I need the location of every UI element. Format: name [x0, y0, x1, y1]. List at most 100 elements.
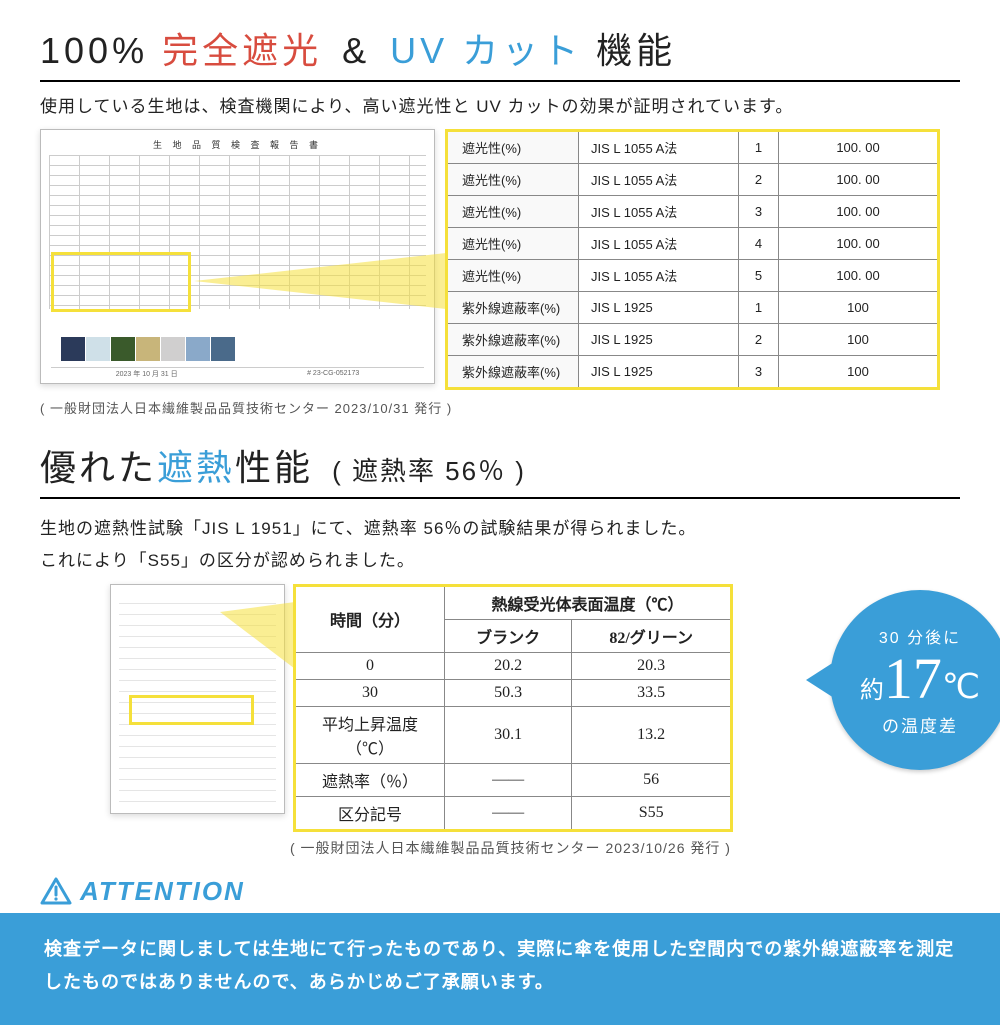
section2-title: 優れた遮熱性能 ( 遮熱率 56％ )	[40, 439, 960, 499]
table-row: 区分記号 —— S55	[295, 796, 732, 830]
test-value: 100. 00	[779, 260, 939, 292]
table-header-row: 時間（分） 熱線受光体表面温度（℃）	[295, 585, 732, 619]
doc-footer-no: # 23-CG-052173	[307, 370, 359, 377]
title1-accent-red: 完全遮光	[162, 30, 322, 71]
test-label: 遮光性(%)	[447, 260, 579, 292]
row-label: 平均上昇温度（℃）	[295, 706, 445, 763]
paragraph-line: これにより「S55」の区分が認められました。	[40, 545, 960, 577]
cell-sample: 56	[572, 763, 732, 796]
title1-amp: &	[336, 30, 390, 71]
test-method: JIS L 1055 A法	[579, 164, 739, 196]
title1-accent-blue: UV カット	[390, 30, 582, 71]
color-swatch	[86, 337, 110, 361]
bubble-line3: の温度差	[882, 712, 958, 737]
color-swatch	[61, 337, 85, 361]
test-label: 紫外線遮蔽率(%)	[447, 292, 579, 324]
test-sample-no: 5	[739, 260, 779, 292]
test-method: JIS L 1925	[579, 324, 739, 356]
cell-blank: ——	[445, 796, 572, 830]
test-sample-no: 4	[739, 228, 779, 260]
title1-post: 機能	[596, 30, 676, 71]
cell-sample: 20.3	[572, 652, 732, 679]
table-row: 遮光性(%) JIS L 1055 A法 2 100. 00	[447, 164, 939, 196]
table2-subheader: ブランク	[445, 619, 572, 652]
cell-sample: S55	[572, 796, 732, 830]
test-method: JIS L 1925	[579, 356, 739, 389]
section2-caption: ( 一般財団法人日本繊維製品品質技術センター 2023/10/26 発行 )	[290, 838, 960, 858]
doc-swatch-row	[61, 337, 235, 361]
table-row: 平均上昇温度（℃） 30.1 13.2	[295, 706, 732, 763]
title2-post: 性能	[235, 447, 313, 488]
test-value: 100	[779, 324, 939, 356]
table-row: 遮光性(%) JIS L 1055 A法 4 100. 00	[447, 228, 939, 260]
bubble-line2: 約17℃	[860, 650, 980, 708]
test-label: 遮光性(%)	[447, 131, 579, 164]
bubble-yaku: 約	[860, 678, 884, 704]
test-sample-no: 2	[739, 164, 779, 196]
table2-header-group: 熱線受光体表面温度（℃）	[445, 585, 732, 619]
test-label: 遮光性(%)	[447, 164, 579, 196]
test-value: 100. 00	[779, 164, 939, 196]
color-swatch	[211, 337, 235, 361]
test-value: 100. 00	[779, 196, 939, 228]
section1-caption: ( 一般財団法人日本繊維製品品質技術センター 2023/10/31 発行 )	[40, 398, 960, 417]
bubble-num: 17	[884, 646, 942, 711]
table-row: 遮熱率（％） —— 56	[295, 763, 732, 796]
color-swatch	[136, 337, 160, 361]
test-label: 遮光性(%)	[447, 228, 579, 260]
test-results-table-2: 時間（分） 熱線受光体表面温度（℃）ブランク82/グリーン0 20.2 20.3…	[293, 584, 733, 832]
test-sample-no: 3	[739, 196, 779, 228]
cell-sample: 33.5	[572, 679, 732, 706]
test-sample-no: 1	[739, 131, 779, 164]
test-value: 100	[779, 356, 939, 389]
test-method: JIS L 1055 A法	[579, 196, 739, 228]
row-label: 0	[295, 652, 445, 679]
bubble-deg: ℃	[942, 669, 980, 706]
doc-thumb-title: 生 地 品 質 検 査 報 告 書	[49, 138, 426, 151]
warning-icon	[40, 877, 72, 905]
title2-paren: ( 遮熱率 56％ )	[332, 456, 526, 486]
doc-footer-date: 2023 年 10 月 31 日	[116, 369, 178, 379]
doc-thumb-highlight	[51, 252, 191, 312]
table-row: 紫外線遮蔽率(%) JIS L 1925 1 100	[447, 292, 939, 324]
section1-subtitle: 使用している生地は、検査機関により、高い遮光性と UV カットの効果が証明されて…	[40, 92, 960, 117]
test-label: 遮光性(%)	[447, 196, 579, 228]
temperature-difference-bubble: 30 分後に 約17℃ の温度差	[830, 590, 1000, 770]
color-swatch	[111, 337, 135, 361]
cell-sample: 13.2	[572, 706, 732, 763]
table-row: 紫外線遮蔽率(%) JIS L 1925 3 100	[447, 356, 939, 389]
cell-blank: 20.2	[445, 652, 572, 679]
section2-paragraph: 生地の遮熱性試験「JIS L 1951」にて、遮熱率 56％の試験結果が得られま…	[40, 513, 960, 578]
test-label: 紫外線遮蔽率(%)	[447, 324, 579, 356]
test-value: 100	[779, 292, 939, 324]
test-label: 紫外線遮蔽率(%)	[447, 356, 579, 389]
attention-header: ATTENTION	[0, 876, 1000, 907]
doc2-highlight	[129, 695, 254, 725]
cell-blank: 30.1	[445, 706, 572, 763]
title2-pre: 優れた	[40, 447, 157, 488]
test-results-table-1: 遮光性(%) JIS L 1055 A法 1 100. 00遮光性(%) JIS…	[445, 129, 940, 390]
cell-blank: ——	[445, 763, 572, 796]
title2-accent: 遮熱	[157, 447, 235, 488]
row-label: 遮熱率（％）	[295, 763, 445, 796]
table2-header-time: 時間（分）	[295, 585, 445, 652]
table-row: 30 50.3 33.5	[295, 679, 732, 706]
table-row: 遮光性(%) JIS L 1055 A法 5 100. 00	[447, 260, 939, 292]
test-sample-no: 1	[739, 292, 779, 324]
row-label: 区分記号	[295, 796, 445, 830]
test-sample-no: 3	[739, 356, 779, 389]
table-row: 遮光性(%) JIS L 1055 A法 3 100. 00	[447, 196, 939, 228]
title1-pre: 100%	[40, 30, 148, 71]
section1-title: 100% 完全遮光 & UV カット 機能	[40, 22, 960, 82]
test-method: JIS L 1055 A法	[579, 131, 739, 164]
test-value: 100. 00	[779, 131, 939, 164]
table-row: 0 20.2 20.3	[295, 652, 732, 679]
attention-label: ATTENTION	[80, 876, 245, 907]
row-label: 30	[295, 679, 445, 706]
table-row: 遮光性(%) JIS L 1055 A法 1 100. 00	[447, 131, 939, 164]
test-sample-no: 2	[739, 324, 779, 356]
table2-subheader: 82/グリーン	[572, 619, 732, 652]
paragraph-line: 生地の遮熱性試験「JIS L 1951」にて、遮熱率 56％の試験結果が得られま…	[40, 513, 960, 545]
table-row: 紫外線遮蔽率(%) JIS L 1925 2 100	[447, 324, 939, 356]
attention-body: 検査データに関しましては生地にて行ったものであり、実際に傘を使用した空間内での紫…	[0, 913, 1000, 1025]
